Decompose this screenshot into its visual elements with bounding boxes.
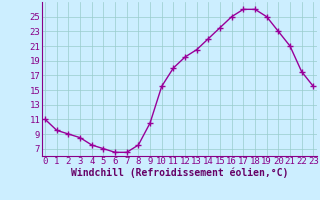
X-axis label: Windchill (Refroidissement éolien,°C): Windchill (Refroidissement éolien,°C) [70,168,288,178]
